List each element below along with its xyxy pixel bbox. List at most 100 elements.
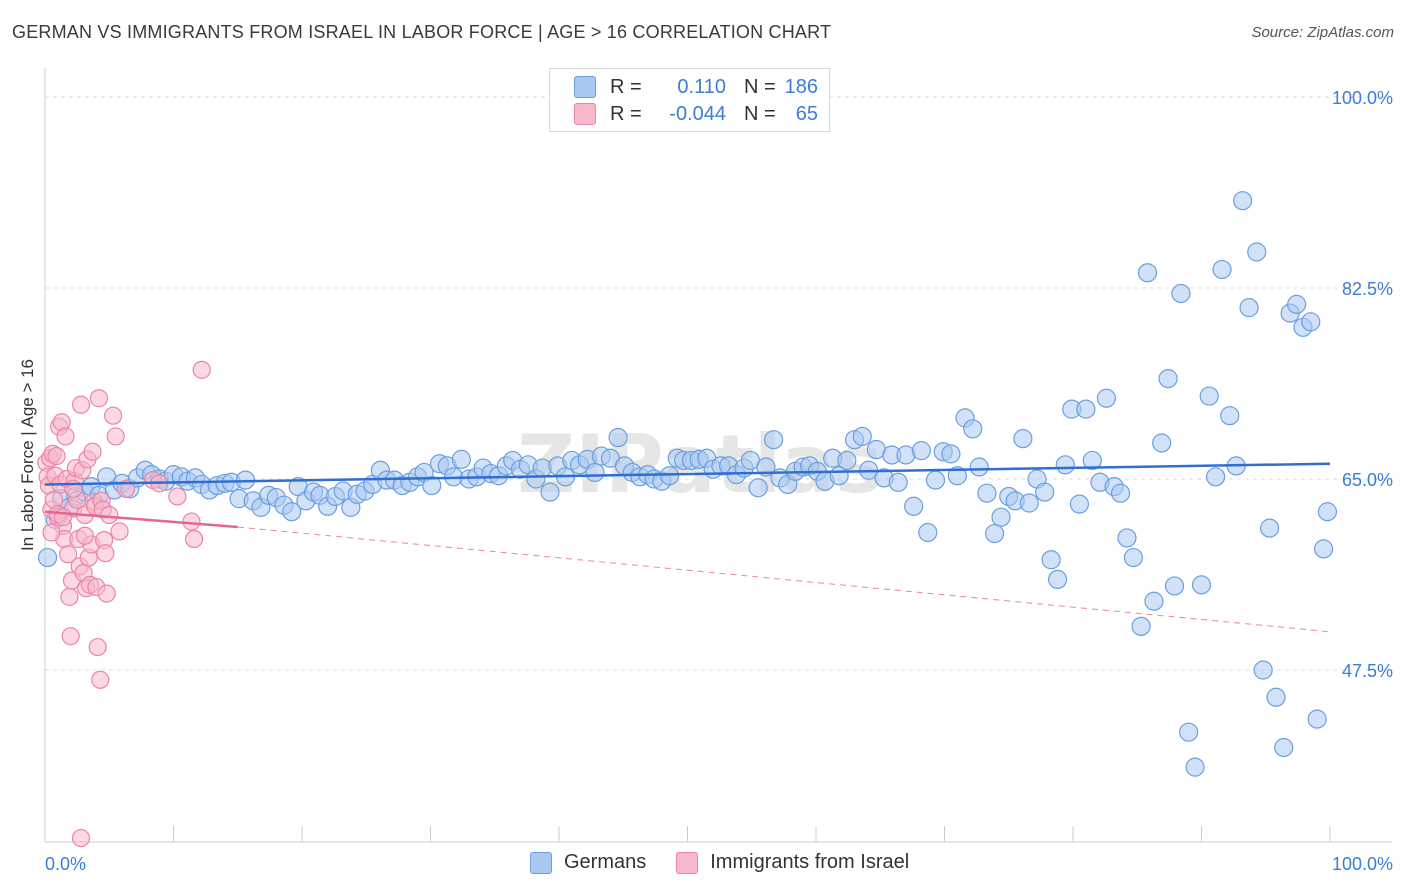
series-legend: Germans Immigrants from Israel <box>530 851 939 874</box>
data-point <box>1266 687 1286 707</box>
data-point <box>1253 660 1273 680</box>
data-point <box>1055 455 1075 475</box>
data-point <box>1076 399 1096 419</box>
data-point <box>96 544 115 563</box>
y-tick-label: 47.5% <box>1342 661 1393 681</box>
series-immigrants-from-israel <box>37 360 211 848</box>
legend-r-value: 0.110 <box>677 75 726 98</box>
data-point <box>1233 191 1253 211</box>
y-axis-label: In Labor Force | Age > 16 <box>18 359 37 551</box>
legend-row-germans: R = 0.110 N = 186 <box>550 74 818 100</box>
data-point <box>969 457 989 477</box>
data-point <box>1144 591 1164 611</box>
x-tick-label: 100.0% <box>1332 854 1393 874</box>
tick-labels: 47.5% 65.0% 82.5% 100.0% 0.0% 100.0% In Labor … <box>18 88 1393 874</box>
data-point <box>918 522 938 543</box>
legend-item-israel[interactable]: Immigrants from Israel <box>676 851 909 874</box>
legend-n-value: 65 <box>795 102 818 125</box>
data-point <box>106 427 125 446</box>
data-point <box>1286 294 1307 314</box>
data-point <box>1206 467 1226 487</box>
data-point <box>985 523 1005 544</box>
data-point <box>748 478 768 498</box>
data-point <box>71 828 91 848</box>
data-point <box>60 587 79 606</box>
data-point <box>104 406 123 425</box>
data-point <box>451 449 471 469</box>
data-point <box>837 450 857 471</box>
data-point <box>1179 722 1199 742</box>
data-point <box>763 430 784 450</box>
data-point <box>182 512 201 531</box>
data-point <box>1307 709 1327 729</box>
data-point <box>1110 483 1131 503</box>
legend-swatch-blue <box>574 76 596 98</box>
data-point <box>911 441 931 461</box>
data-point <box>941 444 961 464</box>
data-point <box>1199 386 1219 406</box>
data-point <box>1013 429 1033 449</box>
data-point <box>1123 547 1143 568</box>
data-point <box>925 470 946 490</box>
data-point <box>888 472 908 492</box>
data-point <box>1260 518 1280 538</box>
trend-lines <box>44 462 1331 633</box>
data-point <box>1137 263 1158 283</box>
legend-swatch-pink <box>574 103 596 125</box>
legend-item-germans[interactable]: Germans <box>530 851 646 874</box>
data-point <box>88 637 107 657</box>
legend-n-label: N = <box>744 75 776 98</box>
data-point <box>282 502 302 522</box>
data-point <box>1041 550 1061 570</box>
data-point <box>963 419 983 439</box>
data-point <box>904 496 924 516</box>
data-point <box>1171 283 1191 304</box>
data-point <box>61 627 80 646</box>
legend-label-israel: Immigrants from Israel <box>710 851 910 873</box>
legend-r-value: -0.044 <box>669 102 726 125</box>
data-point <box>540 482 560 502</box>
data-point <box>1035 482 1055 502</box>
legend-row-israel: R = -0.044 N = 65 <box>550 101 818 127</box>
data-point <box>1131 616 1151 636</box>
data-point <box>1185 757 1205 777</box>
trend-line-israel <box>44 510 238 529</box>
data-point <box>585 462 605 483</box>
data-point <box>1247 242 1267 262</box>
data-point <box>1019 493 1039 513</box>
data-point <box>1117 528 1137 548</box>
data-point <box>1152 433 1172 453</box>
data-point <box>1082 450 1102 471</box>
data-point <box>1069 494 1090 514</box>
data-point <box>53 508 73 527</box>
legend-n-label: N = <box>744 102 776 125</box>
data-point <box>1158 368 1178 389</box>
data-point <box>37 547 58 568</box>
data-point <box>1274 737 1294 758</box>
data-point <box>608 427 628 448</box>
data-point <box>97 584 116 603</box>
data-point <box>1220 406 1240 426</box>
data-point <box>56 427 75 446</box>
chart-source: Source: ZipAtlas.com <box>1251 24 1394 41</box>
data-point <box>1313 539 1334 559</box>
trend-line-germans <box>44 462 1331 486</box>
data-point <box>947 466 967 486</box>
data-point <box>977 483 997 503</box>
data-point <box>91 670 110 689</box>
trend-line-israel-extension <box>237 526 1331 633</box>
legend-swatch-germans <box>530 851 552 874</box>
series-germans <box>37 191 1338 777</box>
data-point <box>1301 312 1321 332</box>
legend-swatch-israel <box>676 851 699 874</box>
data-point <box>1317 502 1338 522</box>
data-point <box>47 446 66 466</box>
data-point <box>100 505 119 525</box>
data-point <box>1047 569 1068 590</box>
stats-legend: R = 0.110 N = 186 R = -0.044 N = 65 <box>549 68 830 132</box>
data-point <box>1164 576 1185 596</box>
legend-r-label: R = <box>610 75 642 98</box>
legend-n-value: 186 <box>784 75 818 98</box>
data-point <box>1239 298 1259 318</box>
